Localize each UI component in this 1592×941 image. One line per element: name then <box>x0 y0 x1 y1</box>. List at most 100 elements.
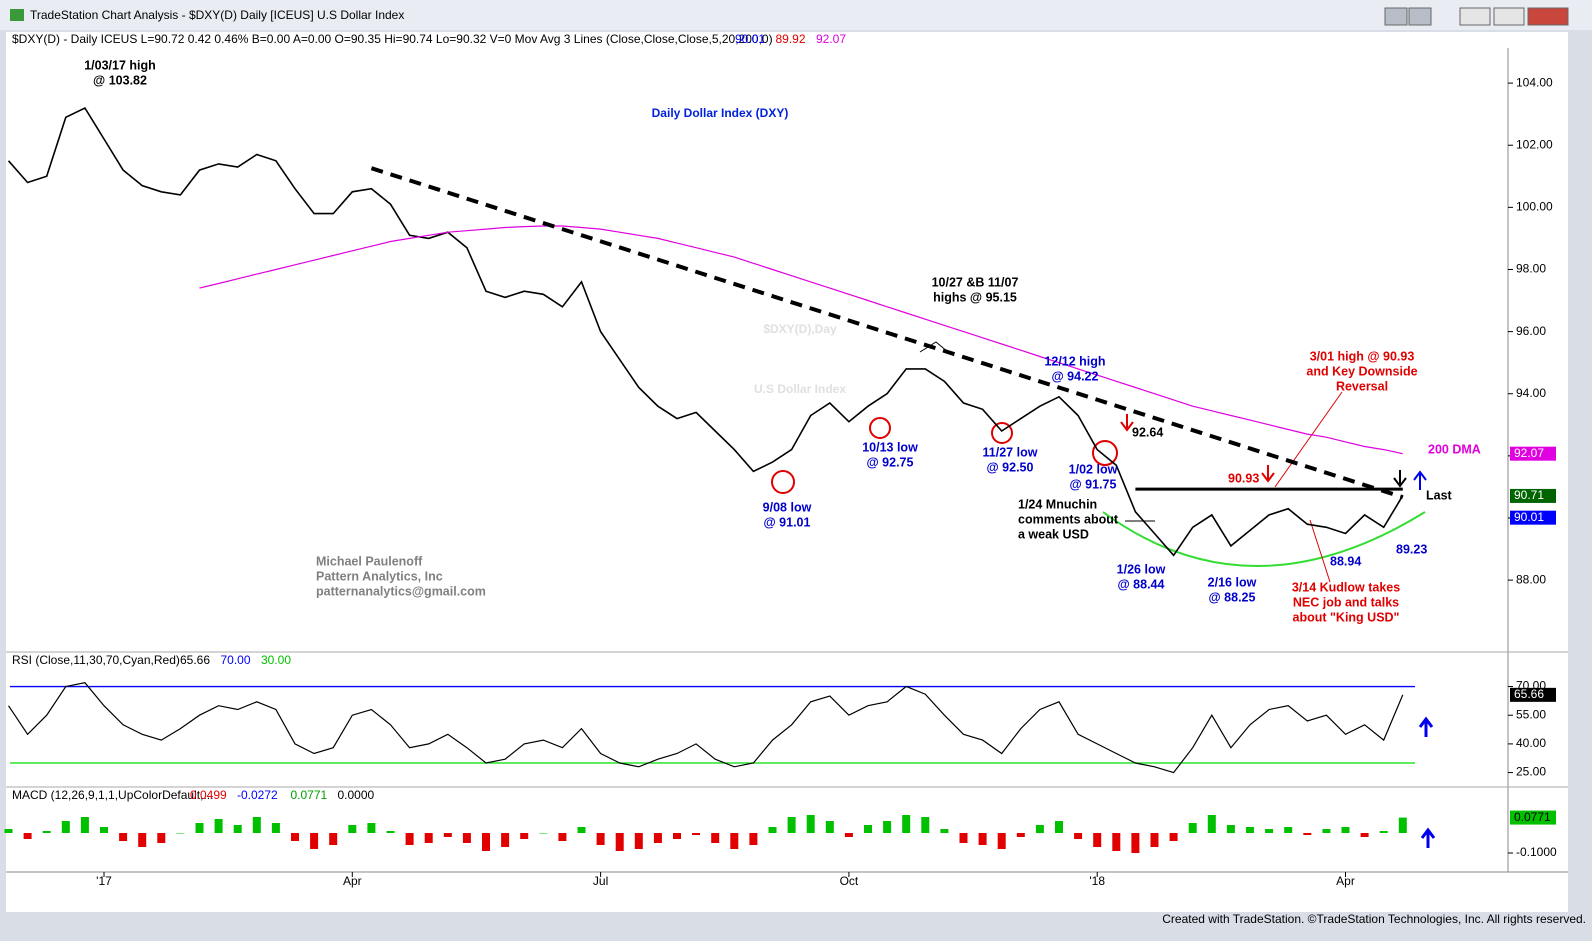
x-tick-label: '17 <box>96 874 112 888</box>
y-tick-label: 94.00 <box>1516 386 1546 400</box>
arrow-down <box>1120 414 1134 432</box>
y-tick-label: 88.00 <box>1516 572 1546 586</box>
macd-bar <box>520 833 529 839</box>
macd-bar <box>883 821 892 833</box>
annotation: 9/08 low <box>763 500 812 514</box>
annotation: 200 DMA <box>1428 442 1481 456</box>
macd-bar <box>921 817 930 833</box>
price-box <box>1510 510 1556 525</box>
macd-bar <box>653 833 662 843</box>
macd-bar <box>844 833 853 837</box>
pointer <box>1274 391 1343 488</box>
annotation: 2/16 low <box>1208 575 1257 589</box>
annotation: highs @ 95.15 <box>933 290 1017 304</box>
macd-bar <box>959 833 968 843</box>
arrow-up <box>1418 716 1434 737</box>
watermark: $DXY(D),Day <box>763 322 837 336</box>
high-marker <box>919 341 949 353</box>
macd-bar <box>367 823 376 833</box>
y-tick-label: 102.00 <box>1516 137 1553 151</box>
low-circle <box>771 470 795 494</box>
y-tick-label: 104.00 <box>1516 75 1553 89</box>
y-tick-label: 55.00 <box>1516 707 1546 721</box>
macd-bar <box>23 833 32 839</box>
annotation: NEC job and talks <box>1293 595 1399 609</box>
button[interactable] <box>1408 7 1432 26</box>
macd-bar <box>596 833 605 845</box>
y-tick-label: -0.1000 <box>1516 845 1557 859</box>
arrow-down <box>1393 470 1407 488</box>
arrow-up <box>1420 827 1436 848</box>
annotation: 89.23 <box>1396 542 1427 556</box>
header-value: 92.07 <box>816 32 846 46</box>
annotation: 1/03/17 high <box>84 58 156 72</box>
annotation: @ 88.25 <box>1209 590 1256 604</box>
macd-bar <box>806 815 815 833</box>
macd-bar <box>214 819 223 833</box>
macd-bar <box>1379 831 1388 833</box>
annotation: 90.93 <box>1228 471 1259 485</box>
macd-bar <box>1131 833 1140 853</box>
header-value: 70.00 <box>221 653 251 667</box>
maximize-button[interactable] <box>1493 7 1525 26</box>
y-tick-label: 98.00 <box>1516 262 1546 276</box>
macd-bar <box>1226 825 1235 833</box>
annotation: a weak USD <box>1018 527 1089 541</box>
annotation: @ 92.75 <box>867 455 914 469</box>
arrow-down <box>1261 465 1275 483</box>
annotation: @ 92.50 <box>987 460 1034 474</box>
price-box-label: 92.07 <box>1514 446 1544 460</box>
macd-bar <box>501 833 510 847</box>
button[interactable] <box>1384 7 1408 26</box>
macd-bar <box>1169 833 1178 841</box>
macd-bar <box>1112 833 1121 851</box>
macd-bar <box>100 827 108 833</box>
macd-bar <box>711 833 720 843</box>
header-value: 89.92 <box>776 32 806 46</box>
info-line: $DXY(D) - Daily ICEUS L=90.72 0.42 0.46%… <box>12 32 773 46</box>
macd-bar <box>138 833 147 847</box>
annotation: @ 94.22 <box>1052 369 1099 383</box>
header-value: 0.0771 <box>291 788 328 802</box>
close-button[interactable] <box>1527 7 1569 26</box>
header-value: 30.00 <box>261 653 291 667</box>
annotation: 10/27 &B 11/07 <box>932 275 1019 289</box>
header-value: -0.0272 <box>237 788 278 802</box>
macd-bar <box>1035 825 1044 833</box>
macd-bar <box>768 827 777 833</box>
x-tick-label: '18 <box>1089 874 1105 888</box>
macd-bar <box>1303 833 1312 835</box>
overlays <box>771 341 1436 848</box>
pointer <box>1309 519 1331 583</box>
watermark: U.S Dollar Index <box>754 382 846 396</box>
rsi-line <box>8 682 1404 774</box>
macd-bar <box>80 817 89 833</box>
macd-bar <box>1055 821 1063 833</box>
macd-bar <box>902 815 911 833</box>
macd-bar <box>462 833 471 843</box>
macd-bar <box>157 833 166 843</box>
macd-bar <box>1360 833 1369 837</box>
low-circle <box>991 422 1013 444</box>
macd-bar <box>4 829 13 833</box>
macd-bar <box>195 823 204 833</box>
minimize-button[interactable] <box>1459 7 1491 26</box>
series-line <box>199 225 1403 455</box>
macd-bar <box>825 821 834 833</box>
header-value: 0.0000 <box>338 788 375 802</box>
macd-bar <box>558 833 567 841</box>
macd-bar <box>1265 829 1274 833</box>
annotation: @ 103.82 <box>93 73 147 87</box>
header-value: 90.01 <box>735 32 765 46</box>
annotation: 88.94 <box>1330 554 1361 568</box>
annotation: Reversal <box>1336 379 1388 393</box>
annotation: 10/13 low <box>862 440 918 454</box>
macd-bar <box>577 827 586 833</box>
annotation: Pattern Analytics, Inc <box>316 569 443 583</box>
macd-bar <box>252 817 261 833</box>
price-box <box>1510 488 1556 503</box>
macd-bar <box>1150 833 1159 847</box>
support-arc <box>1102 511 1426 567</box>
annotation: 1/24 Mnuchin <box>1018 497 1097 511</box>
macd-bar <box>176 833 185 834</box>
